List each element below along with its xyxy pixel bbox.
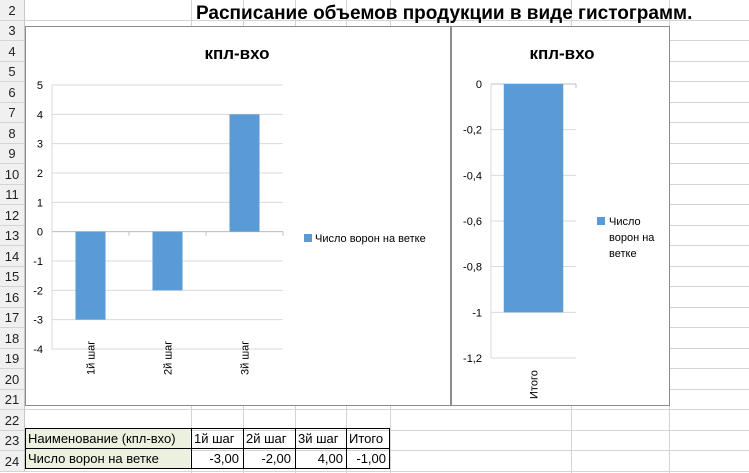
y-tick-label: 0 <box>37 227 43 239</box>
y-tick-label: 3 <box>37 139 43 151</box>
row-header[interactable]: 9 <box>0 144 25 164</box>
chart-total[interactable]: кпл-вхо 0 -0,2 -0,4 -0,6 -0,8 -1 -1,2 Итого Число… <box>451 26 670 406</box>
legend-swatch <box>304 234 312 242</box>
table-header-name[interactable]: Наименование (кпл-вхо) <box>26 429 190 448</box>
y-tick-label: -1,2 <box>463 353 482 365</box>
table-cell-step3[interactable]: 4,00 <box>317 451 343 466</box>
x-tick-label: 2й шаг <box>163 341 175 375</box>
row-header[interactable]: 8 <box>0 123 25 144</box>
x-tick-label: 3й шаг <box>240 341 252 375</box>
row-header[interactable]: 12 <box>0 205 25 226</box>
row-header[interactable]: 18 <box>0 328 25 349</box>
row-header[interactable]: 24 <box>0 451 25 472</box>
legend-label: Число <box>609 216 641 228</box>
table-col-divider <box>346 428 347 469</box>
legend-swatch <box>597 217 605 225</box>
table-header-total[interactable]: Итого <box>349 431 384 446</box>
y-tick-label: 4 <box>37 109 43 121</box>
y-tick-label: 0 <box>476 79 482 91</box>
table-header-step3[interactable]: 3й шаг <box>298 431 339 446</box>
bar <box>75 231 106 320</box>
row-header[interactable]: 21 <box>0 390 25 410</box>
chart-total-svg: кпл-вхо 0 -0,2 -0,4 -0,6 -0,8 -1 -1,2 Итого Число… <box>463 44 655 399</box>
bar <box>503 84 564 313</box>
row-gridline <box>25 471 749 472</box>
y-tick-label: -4 <box>33 344 43 356</box>
x-tick-label: Итого <box>529 370 541 399</box>
table-row-label[interactable]: Число ворон на ветке <box>26 449 190 468</box>
y-tick-label: -3 <box>33 315 43 327</box>
chart-steps[interactable]: кпл-вхо 5 4 3 2 1 0 -1 -2 -3 -4 1й шаг 2й шаг 3й шаг Ч… <box>25 26 451 406</box>
row-header[interactable]: 22 <box>0 410 25 431</box>
row-gridline <box>25 450 749 451</box>
y-tick-label: -0,8 <box>463 262 482 274</box>
row-header[interactable]: 10 <box>0 164 25 185</box>
legend-label: Число ворон на ветке <box>315 233 426 245</box>
table-cell-total[interactable]: -1,00 <box>356 451 386 466</box>
row-header[interactable]: 7 <box>0 103 25 123</box>
bar <box>152 231 183 291</box>
sheet-title: Расписание объемов продукции в виде гист… <box>196 3 693 24</box>
y-tick-label: -0,6 <box>463 216 482 228</box>
table-col-divider <box>243 428 244 469</box>
y-tick-label: -0,2 <box>463 125 482 137</box>
y-tick-label: -1 <box>472 307 482 319</box>
y-tick-label: -0,4 <box>463 170 482 182</box>
table-cell-step1[interactable]: -3,00 <box>209 451 239 466</box>
table-col-divider <box>191 428 192 469</box>
row-header[interactable]: 3 <box>0 21 25 41</box>
row-header[interactable]: 16 <box>0 287 25 308</box>
table-header-step1[interactable]: 1й шаг <box>194 431 235 446</box>
row-header[interactable]: 5 <box>0 62 25 82</box>
row-header[interactable]: 6 <box>0 82 25 103</box>
table-header-step2[interactable]: 2й шаг <box>246 431 287 446</box>
chart-steps-svg: кпл-вхо 5 4 3 2 1 0 -1 -2 -3 -4 1й шаг 2й шаг 3й шаг Ч… <box>33 44 426 375</box>
y-tick-label: -1 <box>33 256 43 268</box>
row-header[interactable]: 13 <box>0 226 25 246</box>
y-tick-label: -2 <box>33 285 43 297</box>
table-cell-step2[interactable]: -2,00 <box>261 451 291 466</box>
row-header[interactable]: 15 <box>0 267 25 287</box>
row-header[interactable]: 2 <box>0 0 25 21</box>
row-header[interactable]: 23 <box>0 431 25 451</box>
row-header[interactable]: 20 <box>0 369 25 390</box>
chart-title: кпл-вхо <box>204 44 269 63</box>
row-gridline <box>25 430 749 431</box>
row-gridline <box>25 409 749 410</box>
legend-label: ворон на <box>609 232 655 244</box>
row-header[interactable]: 14 <box>0 246 25 267</box>
legend-label: ветке <box>609 248 637 260</box>
y-tick-label: 1 <box>37 197 43 209</box>
row-header[interactable]: 4 <box>0 41 25 62</box>
row-header[interactable]: 19 <box>0 349 25 369</box>
table-row-divider <box>25 448 390 449</box>
y-tick-label: 5 <box>37 80 43 92</box>
y-tick-label: 2 <box>37 168 43 180</box>
row-header[interactable]: 11 <box>0 185 25 205</box>
row-header[interactable]: 17 <box>0 308 25 328</box>
row-gridline <box>25 20 749 21</box>
bar <box>229 114 260 232</box>
x-tick-label: 1й шаг <box>86 341 98 375</box>
chart-title: кпл-вхо <box>529 44 594 63</box>
table-col-divider <box>295 428 296 469</box>
